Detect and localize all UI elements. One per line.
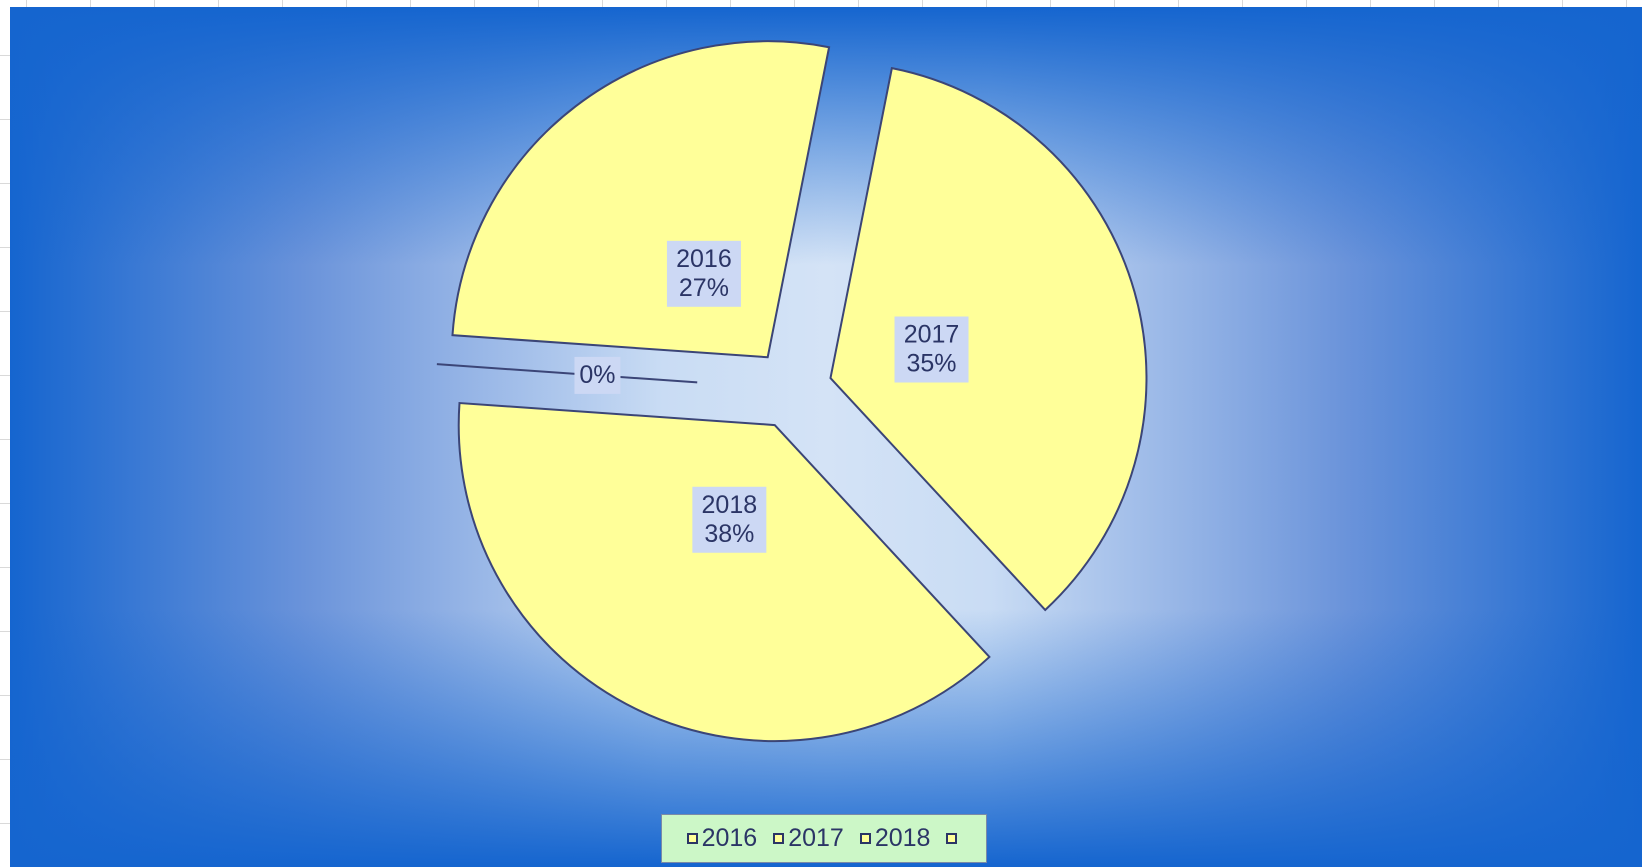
data-label-percent: 27% bbox=[679, 274, 729, 302]
legend-item: 2016 bbox=[686, 824, 758, 853]
data-label-percent: 38% bbox=[704, 520, 754, 548]
chart-area[interactable]: 2016 27% 2017 35% 2018 38% 0% bbox=[10, 7, 1642, 867]
legend-item bbox=[946, 833, 961, 844]
legend-label: 2018 bbox=[874, 824, 931, 852]
data-label-category: 2018 bbox=[702, 491, 758, 519]
data-label-category: 2016 bbox=[676, 245, 732, 273]
legend-item: 2017 bbox=[773, 824, 844, 853]
data-label-category: 2017 bbox=[904, 321, 960, 349]
legend-swatch bbox=[946, 833, 958, 844]
data-label-box bbox=[574, 356, 621, 394]
legend-item: 2018 bbox=[859, 824, 931, 853]
legend-swatch bbox=[859, 833, 871, 844]
pie-slice-2017[interactable] bbox=[829, 66, 1148, 612]
data-label-percent: 35% bbox=[906, 350, 956, 378]
pie-slice-blank[interactable] bbox=[436, 363, 698, 384]
data-label-box bbox=[692, 486, 767, 553]
pie-slice-2016[interactable] bbox=[451, 40, 831, 359]
data-label-box bbox=[666, 240, 741, 307]
legend-swatch bbox=[686, 833, 698, 844]
chart-legend[interactable]: 2016 2017 2018 bbox=[661, 814, 987, 863]
data-label: 0% bbox=[574, 356, 621, 394]
legend-label: 2016 bbox=[701, 824, 758, 852]
legend-label: 2017 bbox=[788, 824, 844, 852]
data-label-box bbox=[894, 316, 969, 383]
legend-swatch bbox=[773, 833, 785, 844]
data-label-percent: 0% bbox=[579, 361, 615, 389]
pie-slice-2018[interactable] bbox=[457, 401, 991, 743]
